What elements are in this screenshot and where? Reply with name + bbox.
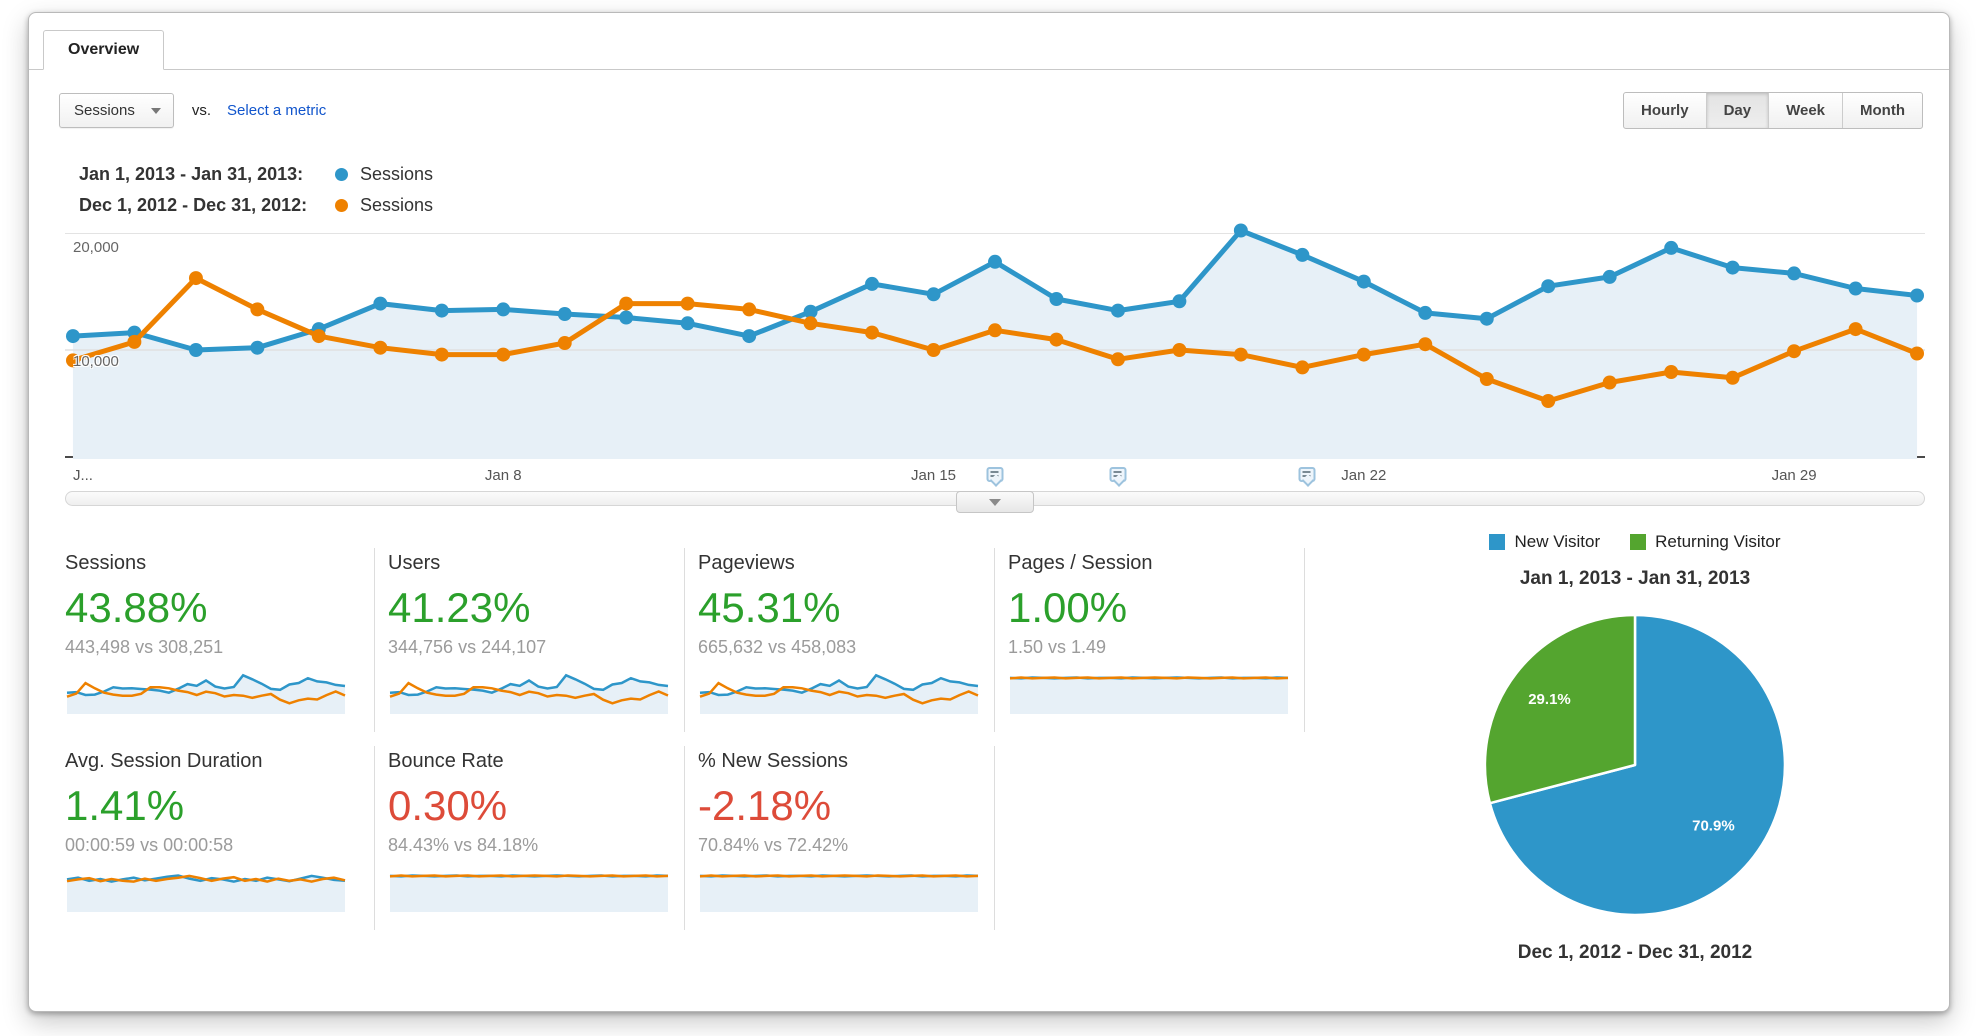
x-axis-label: Jan 8 xyxy=(484,467,522,484)
scorecards-row: Avg. Session Duration 1.41% 00:00:59 vs 00… xyxy=(65,746,1321,930)
scorecard-sparkline xyxy=(1009,676,1289,714)
granularity-toggle: Hourly Day Week Month xyxy=(1623,92,1923,129)
scorecard-delta: 45.31% xyxy=(698,584,841,631)
pie-slice-label: 70.9% xyxy=(1692,817,1735,834)
scorecard-compare: 84.43% vs 84.18% xyxy=(388,835,539,855)
scorecard-title: Avg. Session Duration xyxy=(65,750,263,772)
legend-row: Jan 1, 2013 - Jan 31, 2013: Sessions xyxy=(79,159,1949,190)
scorecard-sparkline xyxy=(389,673,669,714)
scorecard-title: Bounce Rate xyxy=(388,750,504,772)
scorecard-sparkline xyxy=(389,874,669,912)
metric-dropdown[interactable]: Sessions xyxy=(59,93,174,128)
scorecard-title: Users xyxy=(388,552,441,574)
legend-swatch xyxy=(1489,534,1506,550)
legend-swatch xyxy=(1630,534,1647,550)
timeline-legend: Jan 1, 2013 - Jan 31, 2013: Sessions Dec 1… xyxy=(79,159,1949,221)
scorecard-compare: 1.50 vs 1.49 xyxy=(1008,637,1107,657)
scorecard-delta: 1.00% xyxy=(1008,584,1128,631)
annotation-flag-icon[interactable] xyxy=(1298,467,1316,482)
pie-slice-label: 29.1% xyxy=(1528,691,1571,708)
scorecard-sparkline xyxy=(699,874,979,912)
scorecard-delta: 41.23% xyxy=(388,584,531,631)
collapse-chart-button[interactable] xyxy=(956,491,1034,513)
granularity-month[interactable]: Month xyxy=(1842,93,1922,128)
scorecard-title: Sessions xyxy=(65,552,147,574)
pie-legend-item: Returning Visitor xyxy=(1630,532,1781,552)
scorecard-compare: 443,498 vs 308,251 xyxy=(65,637,224,657)
visitors-pie-chart: 70.9% 29.1% xyxy=(1483,613,1787,917)
pie-legend-label: New Visitor xyxy=(1514,532,1601,551)
scorecard-empty-cell xyxy=(995,746,1305,930)
scorecard-delta: 0.30% xyxy=(388,782,508,829)
scorecard-title: Pages / Session xyxy=(1008,552,1153,574)
scorecard-sparkline xyxy=(699,673,979,714)
scorecard-compare: 344,756 vs 244,107 xyxy=(388,637,547,657)
scorecard-title: % New Sessions xyxy=(698,750,849,772)
annotation-flag-icon[interactable] xyxy=(986,467,1004,482)
pie-legend-item: New Visitor xyxy=(1489,532,1600,552)
legend-series-label: Sessions xyxy=(360,164,434,184)
scorecard-pageviews[interactable]: Pageviews 45.31% 665,632 vs 458,083 xyxy=(685,548,995,732)
legend-row: Dec 1, 2012 - Dec 31, 2012: Sessions xyxy=(79,190,1949,221)
overview-metrics-section: Sessions 43.88% 443,498 vs 308,251 Users 41.… xyxy=(65,532,1949,964)
vs-label: vs. xyxy=(191,102,212,119)
tab-overview[interactable]: Overview xyxy=(43,30,165,70)
scorecard-users[interactable]: Users 41.23% 344,756 vs 244,107 xyxy=(375,548,685,732)
pie-legend-label: Returning Visitor xyxy=(1655,532,1781,551)
chevron-down-icon xyxy=(989,498,1001,506)
tab-bar: Overview xyxy=(29,13,1949,70)
visitor-type-panel: New Visitor Returning Visitor Jan 1, 2013… xyxy=(1321,532,1949,964)
scorecards: Sessions 43.88% 443,498 vs 308,251 Users 41.… xyxy=(65,548,1321,964)
timeline-scrollbar[interactable] xyxy=(65,491,1925,513)
y-axis-label-20000: 20,000 xyxy=(73,239,119,256)
overview-panel: Overview Sessions vs. Select a metric Ho… xyxy=(28,12,1950,1012)
scorecard-avg-session-duration[interactable]: Avg. Session Duration 1.41% 00:00:59 vs 00… xyxy=(65,746,375,930)
main-timeline-chart: 20,000 10,000 J... Jan 8 Jan 15 Jan 22 Jan 2… xyxy=(65,223,1925,513)
scorecard-delta: -2.18% xyxy=(698,782,832,829)
scorecard-new-sessions[interactable]: % New Sessions -2.18% 70.84% vs 72.42% xyxy=(685,746,995,930)
pie-title-current: Jan 1, 2013 - Jan 31, 2013 xyxy=(1519,568,1751,589)
annotation-flag-icon[interactable] xyxy=(1109,467,1127,482)
chevron-down-icon xyxy=(150,107,161,114)
timeline-plot: 20,000 10,000 xyxy=(65,223,1925,459)
scorecard-title: Pageviews xyxy=(698,552,795,574)
scorecard-bounce-rate[interactable]: Bounce Rate 0.30% 84.43% vs 84.18% xyxy=(375,746,685,930)
scorecard-compare: 665,632 vs 458,083 xyxy=(698,637,857,657)
x-axis-label: Jan 22 xyxy=(1341,467,1387,484)
scorecard-pages-session[interactable]: Pages / Session 1.00% 1.50 vs 1.49 xyxy=(995,548,1305,732)
x-axis-label: Jan 15 xyxy=(910,467,957,484)
x-axis-label: Jan 29 xyxy=(1771,467,1817,484)
pie-slice-new-visitor[interactable] xyxy=(1488,613,1787,917)
x-axis-label: J... xyxy=(72,467,93,484)
scorecard-sparkline xyxy=(66,673,346,714)
pie-title-previous: Dec 1, 2012 - Dec 31, 2012 xyxy=(1517,942,1753,963)
scorecard-sparkline xyxy=(66,874,346,912)
legend-series-label: Sessions xyxy=(360,195,434,215)
y-axis-label-10000: 10,000 xyxy=(73,353,119,370)
pie-slice-returning-visitor[interactable] xyxy=(1483,613,1637,805)
scorecard-compare: 00:00:59 vs 00:00:58 xyxy=(65,835,234,855)
metric-dropdown-value: Sessions xyxy=(74,102,135,119)
granularity-hourly[interactable]: Hourly xyxy=(1624,93,1706,128)
granularity-day[interactable]: Day xyxy=(1705,93,1769,128)
x-axis-labels: J... Jan 8 Jan 15 Jan 22 Jan 29 xyxy=(65,458,1925,488)
scorecard-compare: 70.84% vs 72.42% xyxy=(698,835,849,855)
scorecard-delta: 43.88% xyxy=(65,584,208,631)
legend-date-range: Jan 1, 2013 - Jan 31, 2013: xyxy=(79,164,304,184)
scorecard-sessions[interactable]: Sessions 43.88% 443,498 vs 308,251 xyxy=(65,548,375,732)
granularity-week[interactable]: Week xyxy=(1768,93,1842,128)
legend-series-dot xyxy=(335,199,348,212)
legend-series-dot xyxy=(335,168,348,181)
sessions-line-chart xyxy=(65,223,1925,459)
scorecard-delta: 1.41% xyxy=(65,782,185,829)
legend-date-range: Dec 1, 2012 - Dec 31, 2012: xyxy=(79,195,308,215)
pie-legend: New Visitor Returning Visitor xyxy=(1489,532,1781,552)
chart-controls: Sessions vs. Select a metric Hourly Day We… xyxy=(29,70,1949,129)
scorecards-row: Sessions 43.88% 443,498 vs 308,251 Users 41.… xyxy=(65,548,1321,732)
select-a-metric-link[interactable]: Select a metric xyxy=(227,102,327,119)
